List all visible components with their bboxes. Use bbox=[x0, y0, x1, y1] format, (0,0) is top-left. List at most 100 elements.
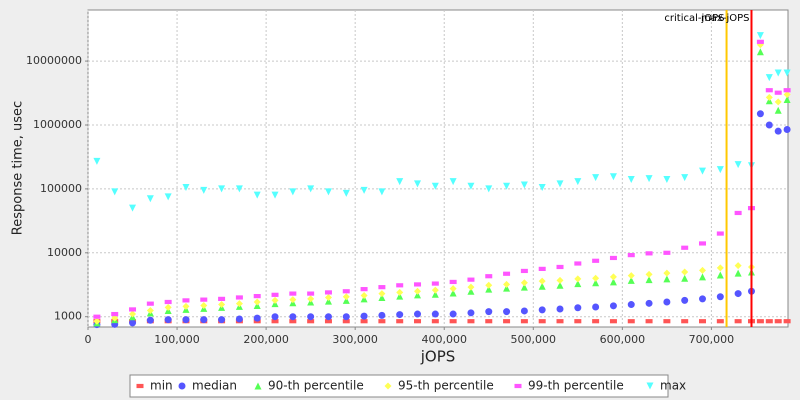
point bbox=[538, 184, 546, 192]
point bbox=[271, 313, 279, 321]
point bbox=[289, 188, 297, 196]
point bbox=[681, 319, 689, 324]
x-tick-label: 600,000 bbox=[600, 333, 646, 346]
point bbox=[592, 274, 600, 282]
point bbox=[520, 319, 528, 324]
point bbox=[218, 296, 226, 301]
point bbox=[716, 319, 724, 324]
marker-label: critical-jOPS bbox=[664, 13, 724, 24]
point bbox=[324, 297, 332, 305]
y-tick-label: 1000000 bbox=[33, 118, 82, 131]
point bbox=[574, 304, 582, 312]
legend-marker bbox=[254, 382, 262, 390]
point bbox=[307, 291, 315, 296]
point bbox=[556, 180, 564, 188]
point bbox=[556, 281, 564, 289]
point bbox=[271, 296, 279, 304]
point bbox=[645, 175, 653, 183]
point bbox=[783, 96, 791, 104]
point bbox=[164, 193, 172, 201]
point bbox=[360, 312, 368, 320]
point bbox=[756, 39, 764, 44]
point bbox=[129, 204, 137, 212]
point bbox=[699, 167, 707, 175]
point bbox=[467, 319, 475, 324]
point bbox=[146, 307, 154, 315]
point bbox=[342, 289, 350, 294]
point bbox=[378, 290, 386, 298]
point bbox=[235, 185, 243, 193]
point bbox=[734, 262, 742, 270]
legend-marker bbox=[514, 383, 522, 389]
y-tick-label: 100000 bbox=[40, 182, 82, 195]
point bbox=[716, 231, 724, 236]
point bbox=[574, 275, 582, 283]
legend-marker bbox=[646, 382, 654, 390]
point bbox=[556, 264, 564, 270]
point bbox=[520, 307, 528, 315]
point bbox=[378, 188, 386, 196]
legend-marker bbox=[136, 383, 144, 389]
point bbox=[289, 291, 297, 296]
point bbox=[396, 311, 404, 319]
point bbox=[609, 255, 617, 261]
point bbox=[485, 285, 493, 293]
point bbox=[520, 268, 528, 274]
point bbox=[765, 93, 773, 101]
point bbox=[609, 173, 617, 181]
point bbox=[503, 319, 511, 324]
point bbox=[503, 271, 511, 276]
point bbox=[699, 241, 707, 246]
y-tick-label: 10000000 bbox=[26, 54, 82, 67]
point bbox=[783, 90, 791, 98]
point bbox=[307, 185, 315, 193]
point bbox=[609, 278, 617, 286]
point bbox=[699, 295, 707, 303]
legend-label: median bbox=[192, 379, 237, 393]
point bbox=[663, 298, 671, 306]
point bbox=[324, 188, 332, 196]
point bbox=[431, 319, 439, 324]
point bbox=[716, 166, 724, 174]
point bbox=[414, 282, 422, 287]
legend-marker bbox=[384, 382, 392, 390]
point bbox=[774, 69, 782, 77]
point bbox=[396, 178, 404, 186]
point bbox=[609, 319, 617, 324]
point bbox=[218, 185, 226, 193]
point bbox=[485, 308, 493, 316]
point bbox=[783, 125, 791, 133]
point bbox=[645, 270, 653, 278]
point bbox=[485, 281, 493, 289]
point bbox=[414, 287, 422, 295]
point bbox=[218, 316, 226, 324]
point bbox=[111, 311, 119, 317]
point bbox=[774, 319, 782, 324]
point bbox=[503, 284, 511, 292]
point bbox=[200, 297, 208, 302]
point bbox=[378, 319, 386, 324]
point bbox=[756, 110, 764, 118]
point bbox=[503, 280, 511, 288]
y-axis-title: Response time, usec bbox=[11, 101, 26, 235]
point bbox=[681, 274, 689, 282]
point bbox=[681, 174, 689, 182]
point bbox=[182, 302, 190, 310]
point bbox=[574, 319, 582, 324]
point bbox=[235, 295, 243, 300]
point bbox=[200, 301, 208, 309]
point bbox=[218, 301, 226, 309]
plot-area bbox=[87, 9, 789, 328]
point bbox=[431, 310, 439, 318]
point bbox=[520, 283, 528, 291]
x-tick-label: 700,000 bbox=[689, 333, 735, 346]
point bbox=[699, 319, 707, 324]
point bbox=[93, 157, 101, 165]
point bbox=[146, 195, 154, 203]
point bbox=[378, 311, 386, 319]
point bbox=[342, 293, 350, 301]
point bbox=[431, 290, 439, 298]
point bbox=[289, 296, 297, 304]
point bbox=[756, 48, 764, 56]
